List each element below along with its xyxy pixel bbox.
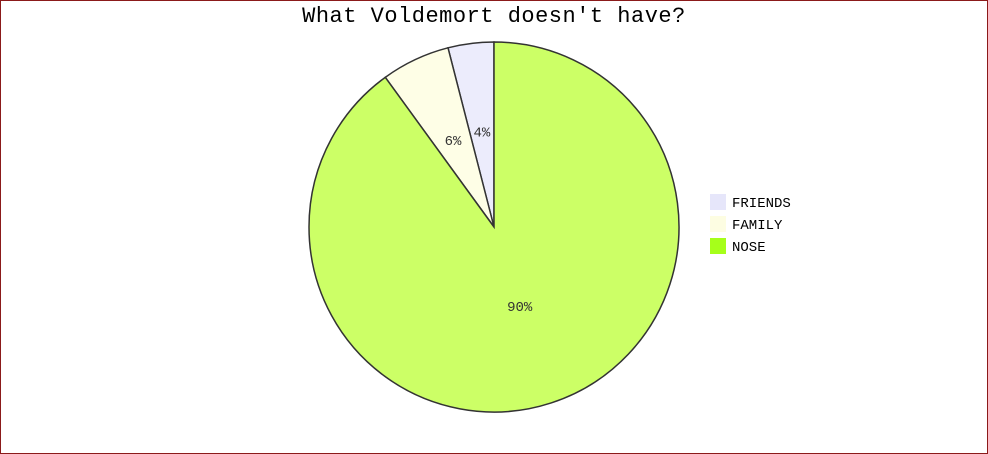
pie-slice-labels: 4% 6% 90%	[445, 126, 533, 317]
legend-label-friends: FRIENDS	[732, 196, 791, 212]
legend-label-family: FAMILY	[732, 218, 783, 234]
legend-swatch-family	[710, 216, 726, 232]
pie-slices	[308, 41, 680, 413]
pie-slice-label-family: 6%	[445, 134, 462, 150]
pie-slice-label-friends: 4%	[474, 126, 491, 142]
legend: FRIENDS FAMILY NOSE	[710, 194, 791, 256]
legend-swatch-friends	[710, 194, 726, 210]
chart-title: What Voldemort doesn't have?	[302, 4, 686, 29]
pie-slice-nose	[308, 41, 680, 413]
legend-label-nose: NOSE	[732, 240, 766, 256]
legend-swatch-nose	[710, 238, 726, 254]
pie-slice-label-nose: 90%	[507, 300, 533, 316]
